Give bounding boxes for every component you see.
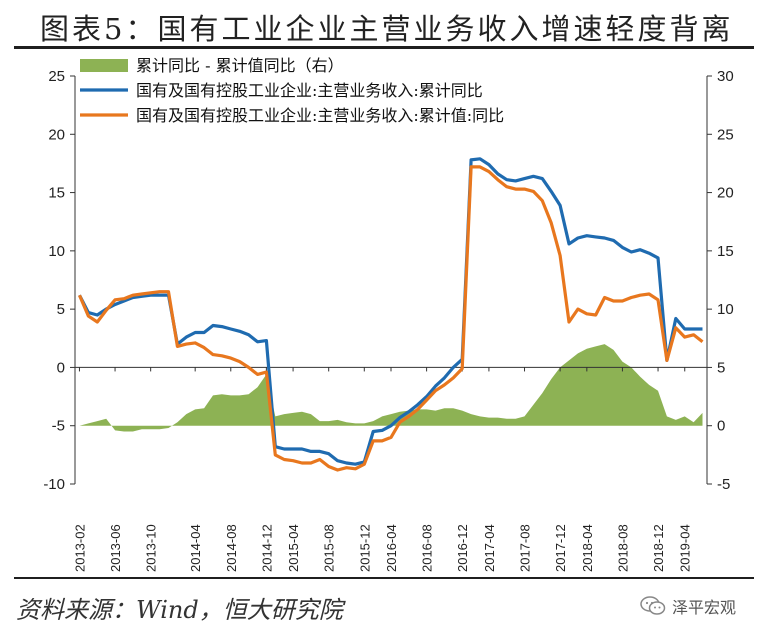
wechat-icon <box>640 596 666 615</box>
x-tick-label: 2018-04 <box>580 524 595 572</box>
legend-label-2: 国有及国有控股工业企业:主营业务收入:累计同比 <box>136 81 483 100</box>
line-series-2 <box>78 165 704 472</box>
chart-title: 图表5：国有工业企业主营业务收入增速轻度背离 <box>40 12 734 46</box>
x-tick-label: 2016-08 <box>420 524 435 572</box>
y-right-tick-label: 25 <box>717 126 734 143</box>
x-tick-label: 2014-12 <box>259 524 274 572</box>
x-tick-label: 2016-04 <box>384 524 399 572</box>
area-layer <box>79 344 703 432</box>
x-tick-label: 2019-04 <box>678 524 693 572</box>
x-tick-label: 2015-08 <box>322 524 337 572</box>
y-right-tick-label: -5 <box>717 476 730 493</box>
area-series-0 <box>79 344 703 432</box>
x-tick-label: 2015-04 <box>286 524 301 572</box>
x-tick-label: 2017-12 <box>553 524 568 572</box>
legend-label-3: 国有及国有控股工业企业:主营业务收入:累计值:同比 <box>136 106 504 125</box>
legend-label-1: 累计同比 - 累计值同比（右） <box>136 56 344 75</box>
legend: 累计同比 - 累计值同比（右） 国有及国有控股工业企业:主营业务收入:累计同比国有… <box>80 56 504 125</box>
x-tick-label: 2013-10 <box>144 524 159 572</box>
x-tick-label: 2015-12 <box>357 524 372 572</box>
y-left-tick-label: 25 <box>48 68 65 85</box>
y-right-tick-label: 15 <box>717 243 734 260</box>
y-left-tick-label: -10 <box>43 476 65 493</box>
y-left-tick-label: 0 <box>57 359 65 376</box>
brand-name: 泽平宏观 <box>672 598 737 617</box>
x-tick-label: 2014-08 <box>224 524 239 572</box>
x-tick-label: 2018-08 <box>615 524 630 572</box>
line-layer <box>78 157 704 472</box>
x-tick-label: 2017-04 <box>482 524 497 572</box>
y-left-tick-label: -5 <box>52 418 65 435</box>
y-left-tick-label: 15 <box>48 185 65 202</box>
x-tick-label: 2017-08 <box>518 524 533 572</box>
line-series-1 <box>78 157 703 466</box>
x-tick-label: 2013-06 <box>108 524 123 572</box>
x-tick-label: 2014-04 <box>188 524 203 572</box>
y-right-tick-label: 10 <box>717 301 734 318</box>
title-divider <box>14 46 754 49</box>
legend-swatch-area <box>80 59 128 72</box>
y-left-tick-label: 20 <box>48 126 65 143</box>
footer-divider <box>14 577 754 579</box>
source-note: 资料来源：Wind，恒大研究院 <box>16 596 343 624</box>
brand-watermark: 泽平宏观 <box>640 593 736 619</box>
y-left-tick-label: 10 <box>48 243 65 260</box>
y-left-tick-label: 5 <box>57 301 65 318</box>
y-right-tick-label: 20 <box>717 185 734 202</box>
y-right-tick-label: 5 <box>717 359 725 376</box>
x-tick-label: 2016-12 <box>455 524 470 572</box>
axis-layer: -10 -5 0 5 10 15 20 25 -5 0 5 10 15 20 25 30 2013-02 2013… <box>43 68 733 572</box>
y-right-tick-label: 30 <box>717 68 734 85</box>
x-tick-label: 2018-12 <box>651 524 666 572</box>
x-tick-label: 2013-02 <box>72 524 87 572</box>
y-right-tick-label: 0 <box>717 418 725 435</box>
